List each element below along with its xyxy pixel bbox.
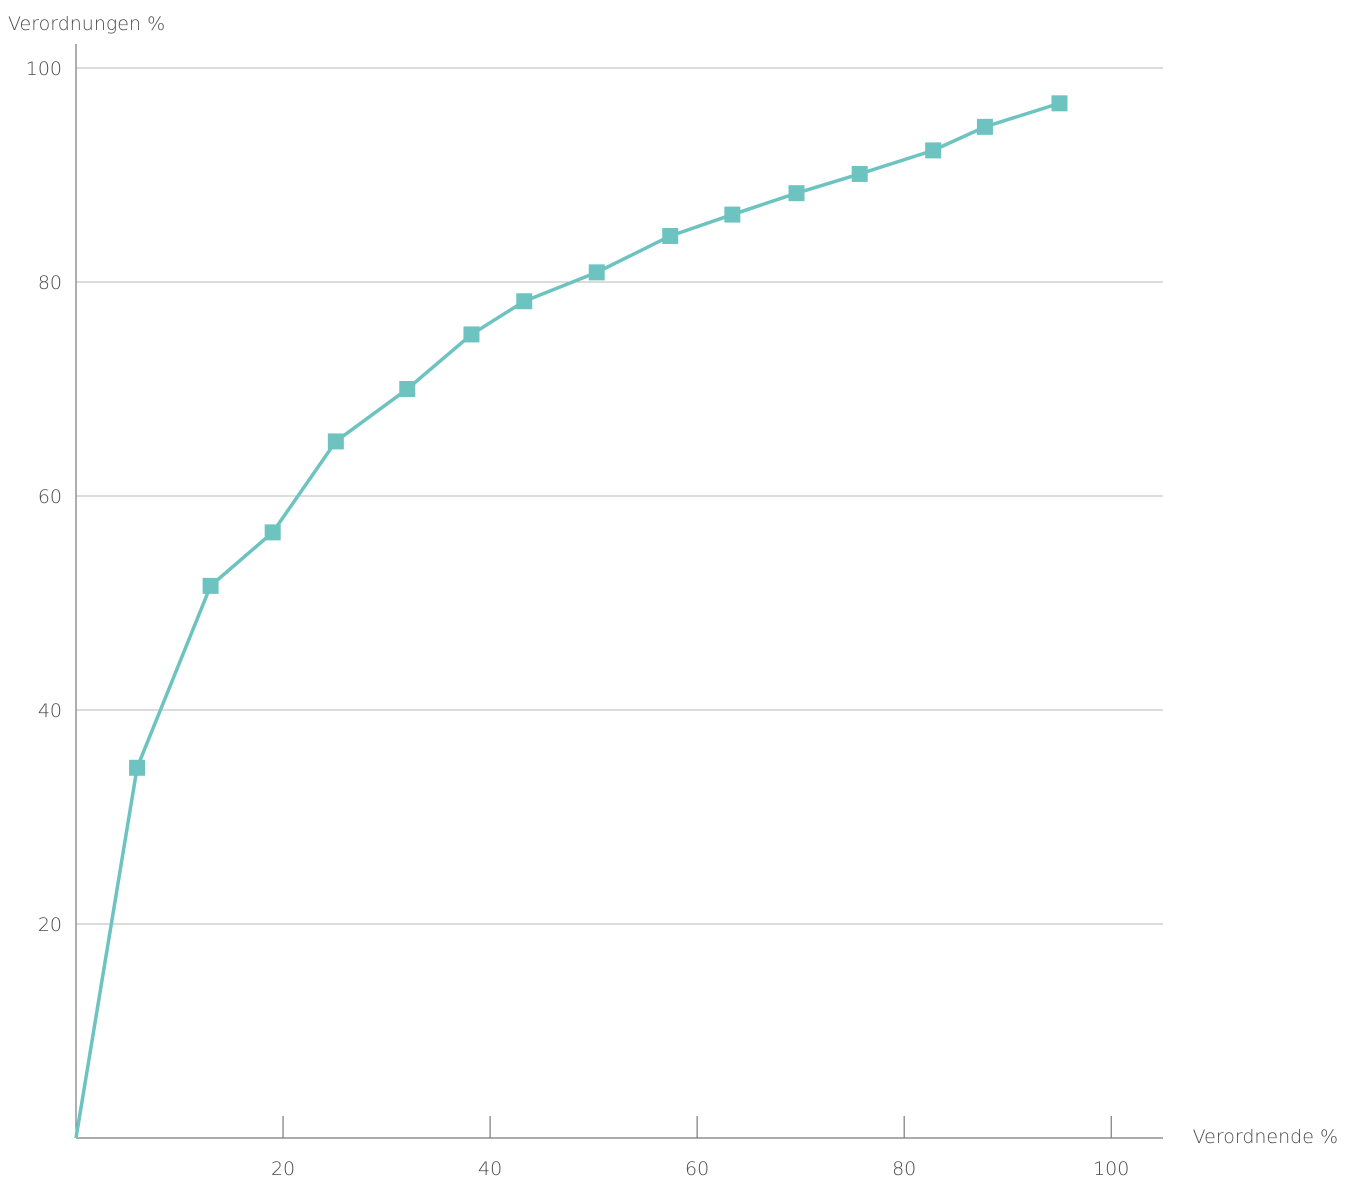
data-point-marker: [399, 381, 416, 397]
y-tick-label: 80: [38, 272, 62, 294]
y-tick-label: 40: [38, 700, 62, 722]
x-axis-title: Verordnende %: [1193, 1126, 1338, 1148]
data-point-marker: [976, 118, 993, 135]
data-point-marker: [129, 759, 146, 776]
x-tick-label: 40: [478, 1158, 502, 1180]
y-tick-label: 20: [38, 914, 62, 936]
gridlines: [76, 67, 1163, 925]
data-point-marker: [851, 165, 868, 182]
series: [74, 95, 1068, 1139]
y-tick-label: 60: [38, 486, 62, 508]
data-point-marker: [327, 433, 344, 450]
y-axis-title: Verordnungen %: [8, 13, 165, 35]
x-tick-label: 20: [271, 1158, 295, 1180]
series-line: [74, 101, 1061, 1139]
data-point-marker: [588, 264, 605, 281]
data-point-marker: [788, 185, 805, 202]
data-point-marker: [516, 293, 533, 310]
data-point-marker: [925, 142, 942, 159]
x-tick-label: 80: [892, 1158, 916, 1180]
data-point-marker: [463, 326, 480, 343]
x-ticks: 20 40 60 80 100: [271, 1116, 1129, 1180]
data-point-marker: [724, 206, 741, 223]
data-point-marker: [202, 577, 219, 594]
x-tick-label: 60: [685, 1158, 709, 1180]
data-point-marker: [662, 227, 679, 244]
y-ticks: 20 40 60 80 100: [26, 58, 62, 936]
axes: [75, 44, 1163, 1139]
data-point-marker: [264, 524, 281, 541]
x-tick-label: 100: [1093, 1158, 1129, 1180]
data-point-marker: [1051, 95, 1068, 112]
y-tick-label: 100: [26, 58, 62, 80]
